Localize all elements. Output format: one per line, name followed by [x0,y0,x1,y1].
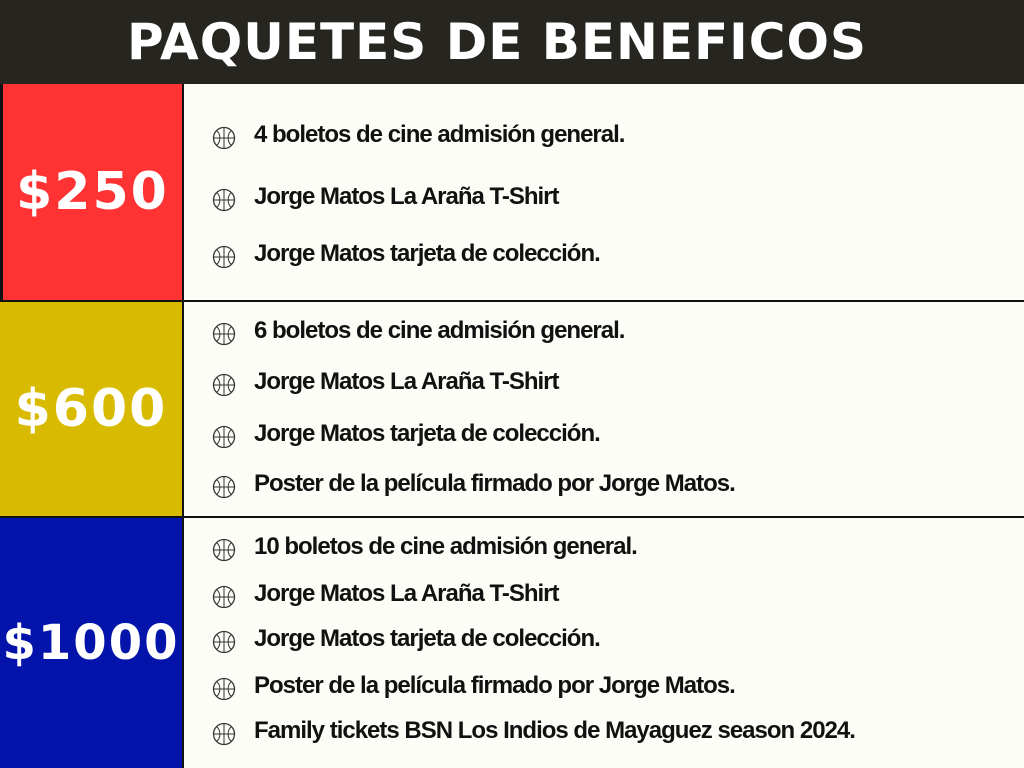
list-item: Jorge Matos La Araña T-Shirt [212,182,560,212]
benefit-text: Poster de la película firmado por Jorge … [254,470,736,497]
basketball-icon [212,245,236,269]
basketball-icon [212,126,236,150]
benefit-text: Jorge Matos La Araña T-Shirt [254,183,560,210]
benefit-text: Jorge Matos La Araña T-Shirt [254,368,560,395]
list-item: Poster de la película firmado por Jorge … [212,671,736,701]
list-item: Jorge Matos tarjeta de colección. [212,624,601,654]
divider [0,300,1024,302]
basketball-icon [212,188,236,212]
benefit-text: 10 boletos de cine admisión general. [254,533,638,560]
list-item: Poster de la película firmado por Jorge … [212,469,736,499]
list-item: 6 boletos de cine admisión general. [212,316,625,346]
benefit-text: Jorge Matos tarjeta de colección. [254,240,601,267]
basketball-icon [212,630,236,654]
basketball-icon [212,322,236,346]
benefits-list: 10 boletos de cine admisión general. Jor… [182,518,1024,768]
basketball-icon [212,677,236,701]
benefits-list: 6 boletos de cine admisión general. Jorg… [182,302,1024,516]
header-banner: PAQUETES DE BENEFICOS [0,0,1024,84]
tier-600: $600 6 boletos de cine admisión general.… [0,302,1024,516]
price-label: $250 [16,162,169,222]
benefits-list: 4 boletos de cine admisión general. Jorg… [182,84,1024,300]
basketball-icon [212,425,236,449]
list-item: Jorge Matos La Araña T-Shirt [212,579,560,609]
benefit-text: Family tickets BSN Los Indios de Mayague… [254,717,856,744]
page-title: PAQUETES DE BENEFICOS [127,13,867,71]
price-cell: $250 [0,84,182,300]
basketball-icon [212,538,236,562]
tier-1000: $1000 10 boletos de cine admisión genera… [0,518,1024,768]
list-item: Jorge Matos tarjeta de colección. [212,419,601,449]
basketball-icon [212,585,236,609]
benefit-text: Jorge Matos tarjeta de colección. [254,625,601,652]
tier-250: $250 4 boletos de cine admisión general.… [0,84,1024,300]
price-cell: $1000 [0,518,182,768]
list-item: Family tickets BSN Los Indios de Mayague… [212,716,856,746]
list-item: 10 boletos de cine admisión general. [212,532,638,562]
benefit-text: 6 boletos de cine admisión general. [254,317,625,344]
list-item: Jorge Matos tarjeta de colección. [212,239,601,269]
benefit-text: Jorge Matos La Araña T-Shirt [254,580,560,607]
basketball-icon [212,722,236,746]
list-item: 4 boletos de cine admisión general. [212,120,625,150]
benefit-text: 4 boletos de cine admisión general. [254,121,625,148]
price-label: $600 [14,379,168,439]
basketball-icon [212,373,236,397]
benefit-text: Poster de la película firmado por Jorge … [254,672,736,699]
list-item: Jorge Matos La Araña T-Shirt [212,367,560,397]
basketball-icon [212,475,236,499]
price-label: $1000 [2,615,180,671]
benefit-text: Jorge Matos tarjeta de colección. [254,420,601,447]
divider [0,516,1024,518]
price-cell: $600 [0,302,182,516]
